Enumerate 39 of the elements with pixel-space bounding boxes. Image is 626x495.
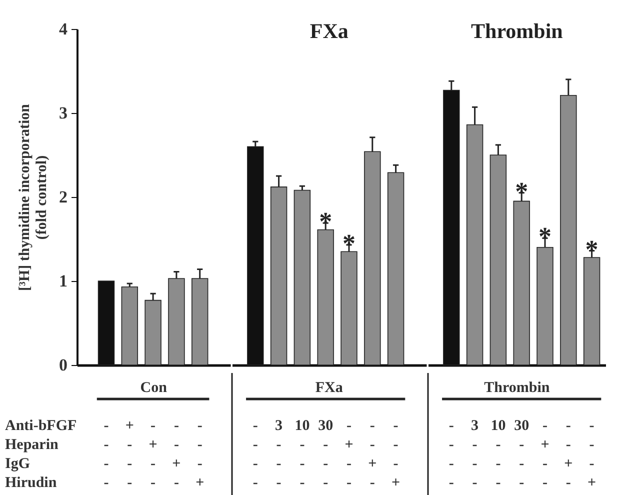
x-tick-label: 3 - - - [275,418,283,491]
x-axis-title: Thrombin [484,380,550,396]
x-tick-label: - + - - [344,418,354,491]
text: Anti-bFGF [5,418,77,434]
x-tick-label: 10 - - - [490,418,506,491]
x-tick-label: - + - - [540,418,550,491]
x-tick-label: 3 - - - [471,418,479,491]
data-label: * [538,222,552,252]
x-tick-label: + - - - [125,418,134,491]
x-tick-label: 10 - - - [294,418,310,491]
x-tick-label: - + - - [148,418,158,491]
data-label: * [319,207,332,236]
chart-title: Thrombin [471,19,564,43]
text: IgG [5,456,30,472]
x-tick-label: - - - - [104,418,109,491]
y-tick-label: 1 [59,272,68,290]
y-tick-label: 3 [59,104,68,122]
x-axis-title: Con [140,380,168,396]
x-axis-title: FXa [315,380,344,396]
x-tick-label: - - - + [196,418,204,491]
chart-title: FXa [310,19,349,43]
x-tick-label: 30 - - - [318,418,334,491]
data-label: * [515,176,528,206]
x-tick-label: - - + - [172,418,181,491]
text: Heparin [5,437,59,453]
x-tick-label: - - + - [368,418,377,491]
x-tick-label: - - - + [392,418,400,491]
text: Hirudin [5,475,58,491]
y-tick-label: 2 [59,188,68,206]
data-label: * [342,228,356,258]
x-tick-label: - - - - [448,418,454,491]
x-tick-label: 30 - - - [514,418,530,491]
x-tick-label: - - - + [588,418,596,491]
x-tick-label: - - - - [252,418,258,491]
y-axis-title: [³H] thymidine incorporation (fold control) [17,103,50,291]
y-tick-label: 0 [59,356,68,374]
y-tick-label: 4 [59,20,68,38]
data-label: * [585,234,598,264]
x-tick-label: - - + - [564,418,573,491]
